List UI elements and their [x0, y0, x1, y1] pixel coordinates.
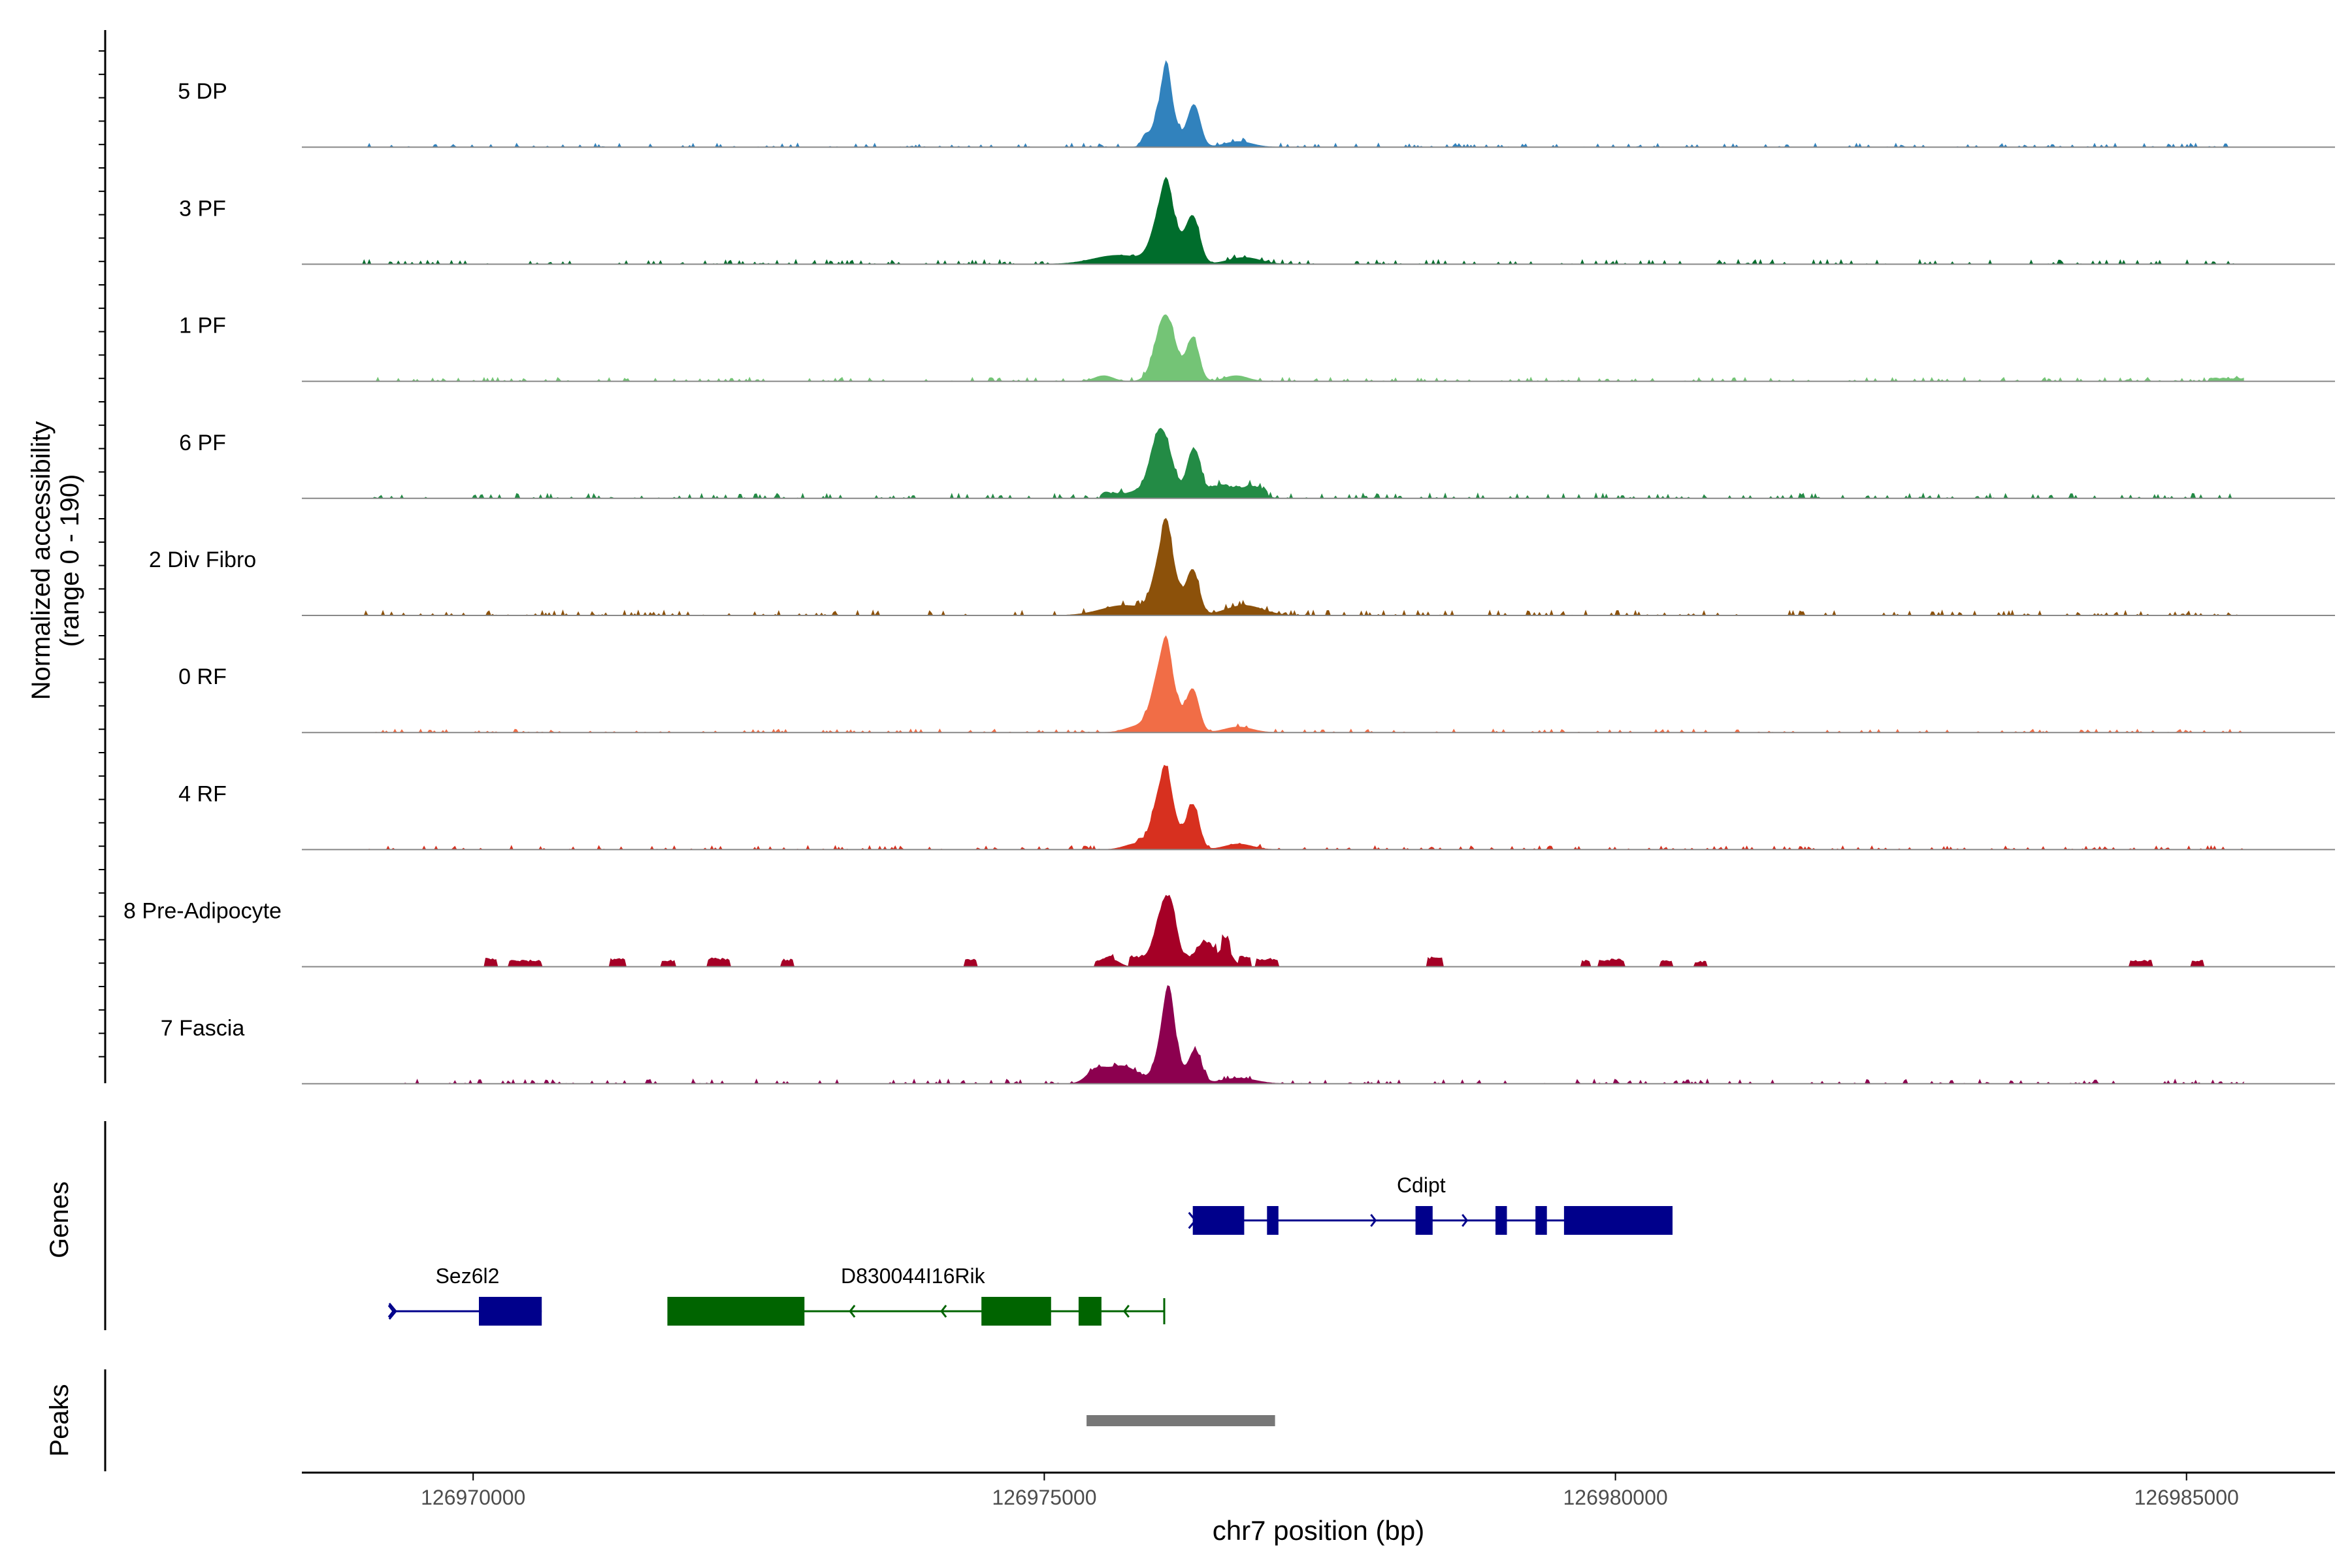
track-label: 6 PF: [179, 431, 226, 455]
strand-arrow: [1462, 1214, 1469, 1227]
track-label: 5 DP: [178, 79, 227, 104]
track-5-dp: 5 DP: [178, 60, 2335, 148]
coverage-area: [359, 517, 2244, 617]
x-tick-label: 126970000: [421, 1486, 525, 1509]
gene-label: Sez6l2: [436, 1264, 500, 1288]
coverage-area: [359, 314, 2244, 382]
peak-regions-track: [1086, 1415, 1275, 1426]
gene-sez6l2: Sez6l2: [387, 1264, 542, 1326]
track-label: 3 PF: [179, 196, 226, 221]
x-tick-label: 126985000: [2134, 1486, 2239, 1509]
gene-d830044i16rik: D830044I16Rik: [667, 1264, 1166, 1326]
strand-arrow: [388, 1303, 397, 1320]
gene-label: Cdipt: [1397, 1173, 1446, 1197]
gene-cdipt: Cdipt: [1188, 1173, 1673, 1235]
track-2-div-fibro: 2 Div Fibro: [149, 517, 2335, 617]
x-axis-label: chr7 position (bp): [1213, 1515, 1425, 1546]
track-1-pf: 1 PF: [179, 314, 2335, 382]
exon-block: [981, 1297, 1051, 1326]
gene-annotation-track: Cdipt Sez6l2 D830044I16Rik: [387, 1173, 1673, 1326]
track-4-rf: 4 RF: [178, 764, 2335, 851]
strand-arrow: [1370, 1214, 1377, 1227]
strand-arrow: [1122, 1305, 1130, 1318]
coverage-area: [359, 985, 2244, 1085]
y-axis-label: Normalized accessibility (range 0 - 190): [27, 421, 84, 700]
track-label: 8 Pre-Adipocyte: [123, 899, 282, 924]
track-label: 1 PF: [179, 314, 226, 338]
coverage-tracks: 5 DP 3 PF 1 PF 6 PF 2 Div Fibro 0 RF 4 RF 8 Pre…: [123, 60, 2335, 1085]
coverage-area: [359, 60, 2244, 148]
exon-block: [479, 1297, 542, 1326]
accessibility-ticks: [99, 50, 105, 1058]
coverage-area: [359, 176, 2244, 265]
peaks-side-label: Peaks: [45, 1384, 74, 1456]
exon-block: [1495, 1206, 1507, 1235]
track-label: 4 RF: [178, 781, 227, 806]
strand-arrow: [849, 1305, 856, 1318]
y-axis-label-line2: (range 0 - 190): [56, 474, 84, 647]
track-label: 0 RF: [178, 664, 227, 689]
exon-block: [1415, 1206, 1433, 1235]
gene-label: D830044I16Rik: [841, 1264, 986, 1288]
genes-side-label: Genes: [45, 1181, 74, 1258]
y-axis-label-line1: Normalized accessibility: [27, 421, 56, 700]
coverage-area: [359, 894, 2244, 968]
x-tick-label: 126980000: [1563, 1486, 1668, 1509]
track-7-fascia: 7 Fascia: [161, 985, 2335, 1085]
coverage-area: [359, 764, 2245, 851]
coverage-area: [359, 427, 2244, 500]
track-6-pf: 6 PF: [179, 427, 2335, 500]
track-3-pf: 3 PF: [179, 176, 2335, 265]
track-8-pre-adipocyte: 8 Pre-Adipocyte: [123, 894, 2335, 968]
track-label: 7 Fascia: [161, 1016, 245, 1041]
strand-arrow: [940, 1305, 947, 1318]
exon-block: [667, 1297, 805, 1326]
coverage-area: [359, 635, 2244, 734]
strand-arrow: [387, 1305, 395, 1318]
peak-region: [1086, 1415, 1275, 1426]
x-axis-ticks: 126970000 126975000 126980000 126985000: [421, 1473, 2239, 1509]
track-0-rf: 0 RF: [178, 635, 2335, 734]
exon-block: [1535, 1206, 1547, 1235]
exon-block: [1267, 1206, 1279, 1235]
x-tick-label: 126975000: [992, 1486, 1096, 1509]
exon-block: [1078, 1297, 1102, 1326]
exon-block: [1192, 1206, 1245, 1235]
exon-block: [1563, 1206, 1673, 1235]
track-label: 2 Div Fibro: [149, 547, 256, 572]
